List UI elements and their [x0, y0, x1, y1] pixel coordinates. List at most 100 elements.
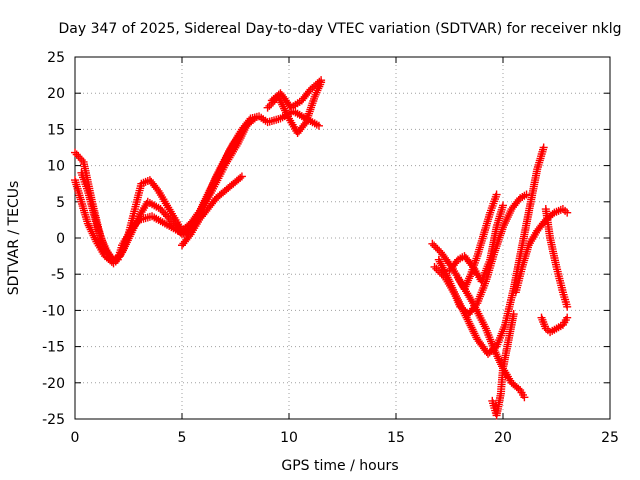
data-point — [563, 208, 572, 217]
data-trace — [164, 203, 179, 222]
data-point — [314, 121, 323, 130]
data-trace — [209, 163, 228, 193]
y-tick-label: 15 — [47, 122, 65, 138]
y-tick-label: -25 — [42, 412, 65, 428]
data-trace — [446, 257, 461, 273]
data-trace — [136, 199, 151, 219]
x-tick-labels: 0 5 10 15 20 25 — [71, 430, 619, 446]
series-arc-i — [434, 190, 531, 319]
data-trace — [478, 257, 494, 284]
data-point — [250, 114, 259, 123]
data-trace — [308, 77, 324, 92]
plot-frame — [74, 56, 611, 420]
y-axis-label: SDTVAR / TECUs — [6, 181, 22, 296]
data-trace — [435, 257, 453, 284]
series-arc-j — [445, 201, 507, 286]
data-point — [499, 201, 507, 210]
data-point — [539, 143, 548, 152]
data-trace — [302, 94, 318, 124]
data-trace — [485, 344, 499, 357]
data-trace — [111, 253, 122, 263]
y-tick-label: 0 — [56, 231, 65, 247]
data-trace — [131, 182, 145, 211]
y-tick-label: -5 — [51, 267, 65, 283]
data-point — [244, 118, 253, 127]
data-trace — [548, 325, 559, 335]
y-tick-label: -20 — [42, 376, 65, 392]
data-trace — [179, 232, 194, 248]
data-trace — [525, 228, 540, 248]
data-trace — [139, 177, 152, 187]
data-trace — [222, 181, 236, 194]
data-trace — [430, 241, 444, 255]
data-trace — [93, 221, 109, 251]
data-trace — [158, 206, 176, 226]
data-point — [71, 148, 79, 157]
data-trace — [487, 192, 500, 215]
data-trace — [456, 253, 467, 263]
data-trace — [518, 191, 529, 201]
data-trace — [486, 225, 501, 262]
data-trace — [512, 265, 526, 294]
data-trace — [517, 388, 527, 399]
data-trace — [214, 188, 228, 201]
data-point — [563, 313, 572, 322]
data-trace — [196, 206, 211, 223]
data-trace — [509, 196, 523, 212]
data-point — [317, 76, 326, 85]
y-tick-label: -15 — [42, 340, 65, 356]
x-tick-label: 15 — [387, 430, 405, 446]
data-trace — [187, 218, 202, 237]
data-series — [71, 76, 572, 420]
data-trace — [147, 177, 161, 194]
data-trace — [546, 236, 560, 269]
data-point — [520, 393, 529, 402]
data-trace — [554, 322, 565, 332]
series-arc-m — [511, 205, 572, 297]
series-arc-f — [267, 76, 326, 112]
data-trace — [474, 232, 488, 258]
data-trace — [198, 189, 215, 211]
data-trace — [299, 87, 313, 103]
data-trace — [533, 145, 547, 171]
data-trace — [474, 279, 489, 305]
x-tick-label: 0 — [71, 430, 80, 446]
data-trace — [553, 265, 567, 294]
data-trace — [257, 113, 270, 125]
data-trace — [150, 213, 167, 227]
gridlines — [75, 57, 610, 419]
data-trace — [289, 97, 304, 111]
data-trace — [559, 290, 571, 309]
data-trace — [125, 207, 139, 237]
y-tick-label: 10 — [47, 159, 65, 175]
series-arc-k — [454, 190, 501, 293]
data-trace — [84, 189, 100, 226]
data-point — [563, 302, 572, 311]
series-arc-a — [71, 107, 323, 268]
data-trace — [552, 205, 565, 216]
data-trace — [93, 239, 108, 258]
data-trace — [155, 189, 170, 208]
data-trace — [463, 315, 481, 342]
data-trace — [518, 200, 535, 248]
data-trace — [461, 272, 474, 291]
x-tick-label: 10 — [280, 430, 298, 446]
data-trace — [497, 366, 507, 396]
plot-border — [74, 56, 611, 420]
data-trace — [295, 120, 309, 136]
y-tick-labels: -25 -20 -15 -10 -5 0 5 10 15 20 25 — [42, 50, 65, 428]
chart-title: Day 347 of 2025, Sidereal Day-to-day VTE… — [59, 21, 622, 37]
data-trace — [542, 207, 554, 240]
data-trace — [275, 94, 292, 121]
data-trace — [493, 323, 509, 349]
series-arc-o — [541, 205, 572, 311]
data-point — [492, 190, 501, 199]
data-trace — [527, 167, 541, 204]
data-trace — [78, 171, 91, 193]
data-trace — [145, 199, 163, 212]
data-point — [237, 172, 246, 181]
data-point — [430, 262, 439, 271]
series-arc-c — [77, 118, 253, 264]
data-trace — [231, 173, 245, 187]
